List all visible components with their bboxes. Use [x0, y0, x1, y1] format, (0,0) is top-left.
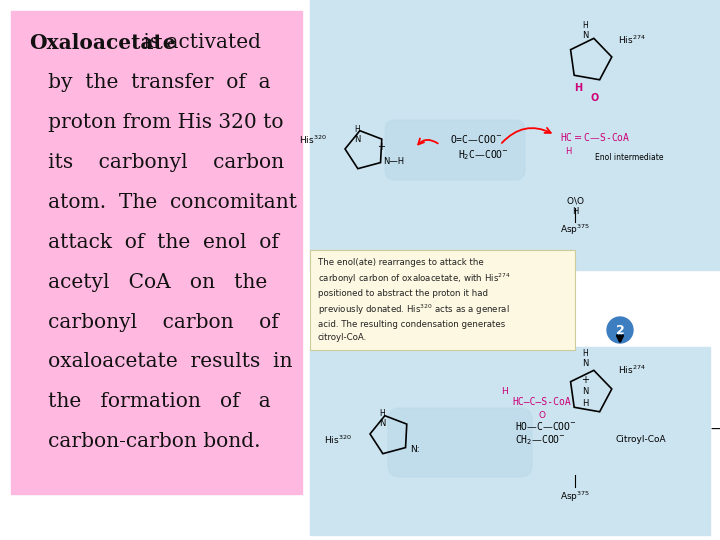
Text: H: H [354, 125, 360, 134]
Text: by  the  transfer  of  a: by the transfer of a [29, 73, 271, 92]
Text: Enol intermediate: Enol intermediate [595, 152, 664, 161]
Text: H: H [572, 207, 578, 217]
Text: H: H [574, 83, 582, 93]
Text: the   formation   of   a: the formation of a [29, 393, 271, 411]
Text: Oxaloacetate: Oxaloacetate [29, 33, 176, 53]
Text: The enol(ate) rearranges to attack the
carbonyl carbon of oxaloacetate, with His: The enol(ate) rearranges to attack the c… [318, 258, 510, 342]
Text: proton from His 320 to: proton from His 320 to [29, 113, 283, 132]
FancyBboxPatch shape [385, 120, 525, 180]
FancyBboxPatch shape [310, 250, 575, 350]
Text: Asp$^{375}$: Asp$^{375}$ [560, 223, 590, 237]
Text: atom.  The  concomitant: atom. The concomitant [29, 193, 297, 212]
Text: H: H [502, 388, 508, 396]
Circle shape [607, 317, 633, 343]
Text: H: H [582, 400, 588, 408]
Text: His$^{274}$: His$^{274}$ [618, 34, 646, 46]
FancyBboxPatch shape [310, 0, 720, 270]
Text: CH$_2$—COO$^{-}$: CH$_2$—COO$^{-}$ [515, 433, 566, 447]
Text: His$^{320}$: His$^{320}$ [324, 434, 352, 446]
FancyBboxPatch shape [11, 11, 302, 494]
Text: N: N [582, 30, 588, 39]
Text: —: — [710, 423, 720, 437]
Text: His$^{320}$: His$^{320}$ [300, 134, 327, 146]
Text: H: H [582, 21, 588, 30]
Text: attack  of  the  enol  of: attack of the enol of [29, 233, 279, 252]
Text: its    carbonyl    carbon: its carbonyl carbon [29, 153, 284, 172]
Text: HC—C—S-CoA: HC—C—S-CoA [512, 397, 571, 407]
FancyBboxPatch shape [388, 408, 532, 477]
Text: N—H: N—H [383, 158, 404, 166]
Text: oxaloacetate  results  in: oxaloacetate results in [29, 353, 292, 372]
Text: carbonyl    carbon    of: carbonyl carbon of [29, 313, 279, 332]
Text: +: + [581, 375, 589, 385]
Text: HC$=$C—S-CoA: HC$=$C—S-CoA [560, 131, 631, 143]
Text: O$\backslash$O: O$\backslash$O [566, 194, 585, 206]
Text: N: N [379, 418, 385, 428]
Text: O: O [591, 93, 599, 103]
Text: is activated: is activated [137, 33, 261, 52]
Text: O=C—COO$^{-}$: O=C—COO$^{-}$ [450, 133, 502, 145]
Text: N: N [582, 388, 588, 396]
Text: N: N [582, 360, 588, 368]
Text: carbon-carbon bond.: carbon-carbon bond. [29, 433, 261, 451]
Text: Asp$^{375}$: Asp$^{375}$ [560, 490, 590, 504]
Text: H: H [565, 147, 572, 157]
Text: H: H [582, 349, 588, 359]
Text: Citroyl-CoA: Citroyl-CoA [615, 435, 665, 444]
Text: acetyl   CoA   on   the: acetyl CoA on the [29, 273, 267, 292]
Text: HO—C—COO$^{-}$: HO—C—COO$^{-}$ [515, 420, 577, 432]
FancyBboxPatch shape [310, 347, 710, 535]
Text: N: N [354, 136, 360, 145]
Text: His$^{274}$: His$^{274}$ [618, 364, 646, 376]
Text: 2: 2 [616, 323, 624, 336]
Text: O: O [539, 411, 546, 421]
Text: H$_2$C—COO$^{-}$: H$_2$C—COO$^{-}$ [458, 148, 509, 162]
Text: N:: N: [410, 446, 420, 455]
Text: +: + [377, 142, 385, 152]
Text: H: H [379, 408, 385, 417]
